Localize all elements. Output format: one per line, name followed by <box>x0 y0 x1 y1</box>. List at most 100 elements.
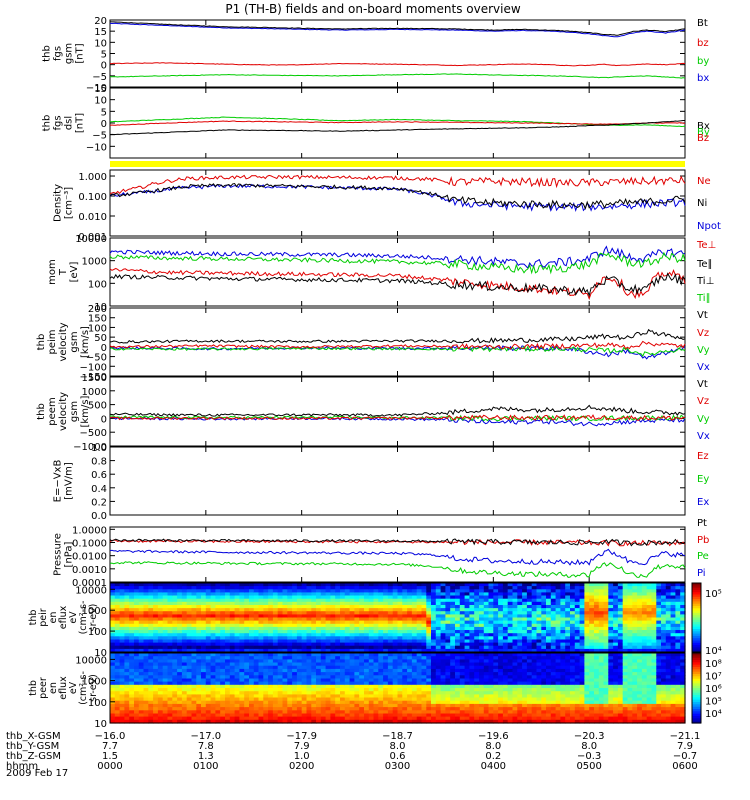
spectrogram-cell <box>517 611 523 615</box>
spectrogram-cell <box>201 691 207 695</box>
spectrogram-cell <box>368 598 375 603</box>
spectrogram-cell <box>186 719 193 724</box>
spectrogram-cell <box>272 707 279 711</box>
spectrogram-cell <box>181 605 188 609</box>
spectrogram-cell <box>110 623 116 628</box>
spectrogram-cell <box>397 694 403 699</box>
spectrogram-cell <box>651 589 657 593</box>
spectrogram-cell <box>134 630 140 634</box>
spectrogram-cell <box>181 639 188 644</box>
spectrogram-cell <box>148 630 154 634</box>
spectrogram-cell <box>201 592 207 597</box>
spectrogram-cell <box>196 626 202 631</box>
spectrogram-cell <box>608 589 614 593</box>
spectrogram-cell <box>579 648 585 653</box>
spectrogram-cell <box>589 617 595 622</box>
spectrogram-cell <box>579 630 585 634</box>
spectrogram-cell <box>435 694 442 699</box>
spectrogram-cell <box>445 719 451 724</box>
spectrogram-cell <box>124 636 130 640</box>
spectrogram-cell <box>258 697 264 702</box>
spectrogram-cell <box>502 598 509 603</box>
spectrogram-cell <box>129 713 135 718</box>
spectrogram-cell <box>526 719 533 724</box>
spectrogram-cell <box>306 668 312 673</box>
y-axis-label: fgs <box>53 46 64 61</box>
spectrogram-cell <box>124 703 130 708</box>
spectrogram-cell <box>608 648 614 653</box>
spectrogram-cell <box>613 630 619 634</box>
spectrogram-cell <box>191 595 197 600</box>
spectrogram-cell <box>114 703 121 708</box>
spectrogram-cell <box>469 713 475 718</box>
spectrogram-cell <box>292 620 298 625</box>
spectrogram-cell <box>162 668 169 673</box>
spectrogram-cell <box>512 675 518 680</box>
spectrogram-cell <box>560 601 566 606</box>
spectrogram-cell <box>225 645 231 650</box>
spectrogram-cell <box>392 630 399 634</box>
spectrogram-cell <box>316 668 322 673</box>
spectrogram-cell <box>335 662 341 667</box>
spectrogram-cell <box>416 710 423 715</box>
spectrogram-cell <box>498 589 504 593</box>
spectrogram-cell <box>167 642 173 647</box>
spectrogram-cell <box>335 716 341 721</box>
spectrogram-cell <box>110 583 116 587</box>
spectrogram-cell <box>656 642 662 647</box>
spectrogram-cell <box>641 623 648 628</box>
spectrogram-cell <box>191 694 197 699</box>
spectrogram-cell <box>368 623 375 628</box>
spectrogram-cell <box>387 688 394 692</box>
spectrogram-cell <box>258 656 264 660</box>
spectrogram-cell <box>416 589 423 593</box>
spectrogram-cell <box>387 672 394 676</box>
spectrogram-cell <box>469 617 475 622</box>
spectrogram-cell <box>531 672 538 676</box>
spectrogram-cell <box>181 713 188 718</box>
spectrogram-cell <box>608 583 614 587</box>
spectrogram-cell <box>435 630 442 634</box>
spectrogram-cell <box>229 697 236 702</box>
spectrogram-cell <box>220 662 226 667</box>
legend-ti: Ti∥ <box>696 293 711 304</box>
spectrogram-cell <box>277 659 284 664</box>
spectrogram-cell <box>354 710 360 715</box>
spectrogram-cell <box>507 592 514 597</box>
spectrogram-cell <box>325 665 331 670</box>
spectrogram-cell <box>397 639 403 644</box>
spectrogram-cell <box>330 691 336 695</box>
spectrogram-cell <box>249 697 255 702</box>
spectrogram-cell <box>162 608 169 612</box>
spectrogram-cell <box>483 598 490 603</box>
spectrogram-cell <box>138 611 145 615</box>
spectrogram-cell <box>320 675 327 680</box>
spectrogram-cell <box>162 691 169 695</box>
spectrogram-cell <box>282 586 288 590</box>
spectrogram-cell <box>229 598 236 603</box>
spectrogram-cell <box>517 589 523 593</box>
spectrogram-cell <box>311 583 317 587</box>
spectrogram-cell <box>225 688 231 692</box>
spectrogram-cell <box>320 684 327 689</box>
spectrogram-cell <box>263 675 269 680</box>
spectrogram-cell <box>138 645 145 650</box>
spectrogram-cell <box>354 589 360 593</box>
spectrogram-cell <box>498 614 504 619</box>
colorbar-segment <box>692 603 701 607</box>
spectrogram-cell <box>268 620 274 625</box>
spectrogram-cell <box>153 691 159 695</box>
spectrogram-cell <box>114 592 121 597</box>
spectrogram-cell <box>301 688 308 692</box>
spectrogram-cell <box>205 617 212 622</box>
spectrogram-cell <box>201 595 207 600</box>
spectrogram-cell <box>627 642 633 647</box>
spectrogram-cell <box>488 688 494 692</box>
spectrogram-cell <box>148 636 154 640</box>
spectrogram-cell <box>373 675 379 680</box>
spectrogram-cell <box>349 648 355 653</box>
spectrogram-cell <box>555 639 561 644</box>
spectrogram-cell <box>196 656 202 660</box>
spectrogram-cell <box>119 598 125 603</box>
